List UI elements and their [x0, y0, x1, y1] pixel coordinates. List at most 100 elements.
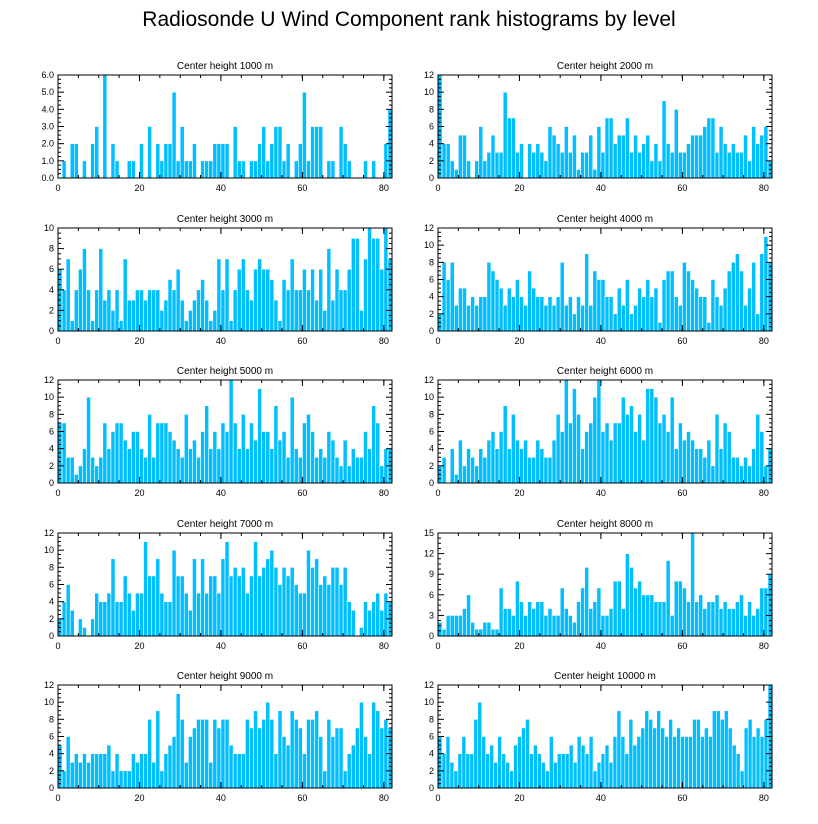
histogram-bar — [375, 238, 381, 332]
histogram-bar — [151, 456, 157, 484]
histogram-bar — [265, 558, 271, 637]
histogram-bar — [559, 151, 565, 179]
histogram-bar — [192, 299, 197, 332]
histogram-bar — [212, 575, 218, 637]
histogram-bar — [350, 744, 356, 789]
x-tick-label: 60 — [677, 641, 687, 651]
y-tick-label: 6.0 — [41, 70, 54, 80]
histogram-bar — [159, 160, 165, 179]
histogram-bar — [469, 753, 475, 789]
y-tick-label: 6 — [49, 732, 54, 742]
histogram-bar — [563, 126, 569, 179]
histogram-bar — [730, 262, 736, 332]
histogram-bar — [743, 456, 748, 484]
histogram-bar — [735, 253, 740, 332]
histogram-bar — [94, 289, 100, 332]
histogram-bar — [759, 253, 765, 332]
histogram-bar — [661, 100, 667, 179]
histogram-bar — [680, 736, 685, 789]
histogram-bar — [547, 608, 553, 637]
histogram-bar — [126, 770, 132, 789]
histogram-bar — [657, 322, 663, 332]
histogram-bar — [608, 439, 614, 484]
histogram-bar — [163, 601, 169, 637]
histogram-bar — [281, 160, 287, 179]
histogram-bar — [696, 719, 701, 789]
histogram-bar — [330, 736, 336, 789]
histogram-bar — [458, 439, 463, 484]
histogram-bar — [236, 160, 242, 179]
histogram-bar — [216, 592, 222, 637]
histogram-bar — [175, 160, 181, 179]
x-tick-label: 80 — [379, 183, 389, 193]
x-tick-label: 0 — [435, 641, 440, 651]
x-tick-label: 60 — [677, 793, 687, 803]
histogram-bar — [163, 299, 169, 332]
histogram-bar — [379, 609, 385, 637]
histogram-bar — [649, 388, 655, 484]
histogram-bar — [660, 727, 665, 789]
histogram-bar — [486, 262, 492, 332]
histogram-bar — [167, 601, 173, 637]
histogram-bar — [61, 770, 67, 789]
histogram-bar — [608, 761, 614, 789]
histogram-bar — [727, 727, 733, 789]
histogram-bar — [525, 719, 530, 789]
histogram-bar — [664, 736, 669, 789]
histogram-bar — [73, 143, 79, 179]
histogram-bar — [298, 143, 303, 179]
histogram-bar — [379, 727, 385, 789]
histogram-bar — [346, 465, 352, 484]
histogram-bar — [208, 448, 214, 484]
histogram-bar — [249, 422, 254, 484]
histogram-bar — [547, 456, 553, 484]
histogram-bar — [653, 143, 659, 179]
histogram-bar — [539, 296, 545, 332]
histogram-bar — [747, 160, 752, 179]
histogram-bar — [159, 592, 165, 637]
histogram-bar — [624, 753, 630, 789]
histogram-bar — [131, 299, 136, 332]
histogram-bar — [114, 422, 120, 484]
histogram-bar — [261, 268, 267, 332]
histogram-bar — [686, 270, 691, 332]
histogram-bar — [285, 456, 291, 484]
histogram-bar — [730, 608, 736, 637]
histogram-bar — [637, 287, 642, 332]
histogram-bar — [322, 770, 328, 789]
histogram-bar — [143, 299, 148, 332]
histogram-bar — [346, 268, 352, 332]
histogram-bar — [69, 456, 75, 484]
histogram-bar — [644, 710, 650, 789]
histogram-bar — [714, 151, 720, 179]
histogram-bar — [616, 710, 622, 789]
histogram-bar — [285, 744, 291, 789]
y-tick-label: 12 — [44, 375, 54, 385]
histogram-bar — [334, 727, 340, 789]
histogram-bar — [322, 456, 328, 484]
histogram-bar — [269, 448, 275, 484]
histogram-bar — [269, 143, 275, 179]
histogram-bar — [224, 719, 230, 789]
histogram-bar — [289, 567, 295, 637]
histogram-bar — [637, 414, 642, 484]
y-tick-label: 0 — [49, 783, 54, 793]
histogram-bar — [371, 601, 377, 637]
histogram-bar — [363, 258, 368, 332]
histogram-bar — [212, 431, 218, 484]
histogram-bar — [86, 761, 91, 789]
histogram-bar — [686, 601, 691, 637]
histogram-bar — [632, 744, 638, 789]
histogram-bar — [277, 584, 283, 637]
histogram-bar — [735, 601, 740, 637]
histogram-bar — [531, 456, 537, 484]
histogram-bar — [445, 615, 451, 637]
histogram-bar — [147, 719, 152, 789]
y-tick-label: 8 — [49, 714, 54, 724]
histogram-bar — [519, 296, 524, 332]
histogram-bar — [183, 592, 189, 637]
histogram-bar — [735, 753, 741, 789]
histogram-bar — [649, 296, 655, 332]
histogram-bar — [204, 299, 210, 332]
histogram-bar — [661, 601, 667, 637]
